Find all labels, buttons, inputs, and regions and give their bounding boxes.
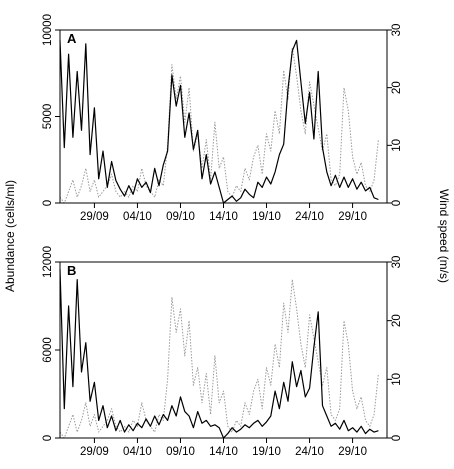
panel-letter: A — [67, 31, 77, 46]
panel-a: 0 5000 10000 0 10 20 30 29/09 04/10 09/10 14/10 19/… — [42, 14, 403, 223]
y-tick-label-left: 0 — [42, 200, 54, 206]
x-tick-label: 04/10 — [123, 446, 152, 458]
x-tick-label: 24/10 — [295, 446, 324, 458]
abundance-line — [59, 269, 379, 439]
wind-speed-line — [59, 46, 379, 204]
x-tick-label: 24/10 — [295, 211, 324, 223]
abundance-line — [59, 39, 379, 204]
panel-b: 0 6000 12000 0 10 20 30 29/09 04/10 09/10 14/10 19/… — [42, 246, 403, 458]
x-tick-label: 29/09 — [80, 446, 109, 458]
x-tick-label: 04/10 — [123, 211, 152, 223]
y-tick-label-right: 20 — [391, 81, 403, 94]
y-tick-label-left: 5000 — [42, 104, 54, 130]
x-tick-label: 09/10 — [166, 211, 195, 223]
x-tick-label: 19/10 — [252, 211, 281, 223]
y-tick-label-right: 30 — [391, 256, 403, 269]
y-tick-label-left: 0 — [42, 435, 54, 441]
y-tick-label-right: 0 — [391, 200, 403, 206]
y-tick-label-left: 12000 — [42, 246, 54, 278]
y-axis-title-left: Abundance (cells/ml) — [3, 180, 17, 292]
x-tick-label: 19/10 — [252, 446, 281, 458]
x-tick-label: 29/09 — [80, 211, 109, 223]
y-tick-label-left: 10000 — [42, 14, 54, 46]
panel-letter: B — [67, 263, 76, 278]
y-axis-title-right: Wind speed (m/s) — [437, 189, 451, 283]
x-tick-label: 14/10 — [209, 211, 238, 223]
y-tick-label-right: 10 — [391, 139, 403, 152]
x-tick-label: 14/10 — [209, 446, 238, 458]
y-tick-label-right: 10 — [391, 373, 403, 386]
wind-speed-line — [59, 279, 379, 439]
y-tick-label-right: 0 — [391, 435, 403, 441]
x-tick-label: 09/10 — [166, 446, 195, 458]
x-tick-label: 29/10 — [338, 446, 367, 458]
plot-frame — [59, 261, 388, 439]
y-tick-label-right: 30 — [391, 24, 403, 37]
x-tick-label: 29/10 — [338, 211, 367, 223]
y-tick-label-right: 20 — [391, 314, 403, 327]
y-tick-label-left: 6000 — [42, 337, 54, 363]
